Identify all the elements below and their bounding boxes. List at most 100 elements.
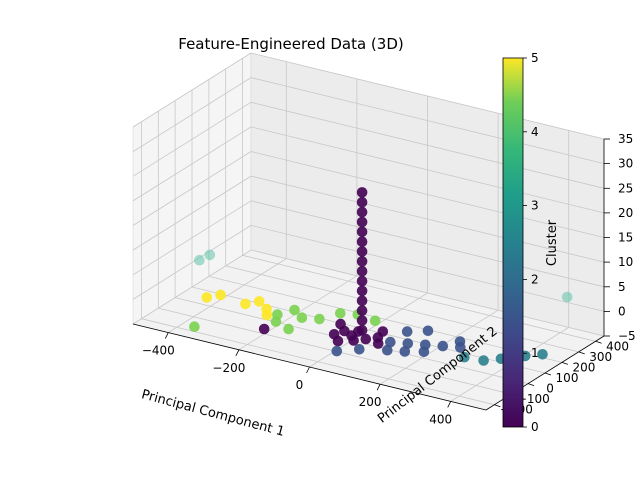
data-point	[356, 295, 368, 307]
data-point	[356, 325, 368, 336]
grid-line	[250, 126, 605, 214]
data-point	[459, 351, 470, 363]
y-tick	[578, 351, 585, 355]
z-tick-label: −5	[618, 329, 636, 343]
data-point	[332, 335, 344, 347]
y-tick-label: 400	[606, 339, 629, 353]
y-tick	[527, 383, 535, 386]
x-tick-label: 400	[429, 412, 452, 426]
y-tick-label: 0	[546, 382, 554, 396]
data-point	[194, 254, 205, 266]
grid-line	[250, 151, 605, 238]
z-tick-label: 20	[618, 206, 633, 220]
colorbar-label: Cluster	[545, 219, 560, 266]
data-point	[437, 340, 449, 352]
z-tick-label: 30	[618, 157, 633, 171]
grid-line	[132, 77, 252, 152]
data-point	[253, 296, 265, 307]
data-point	[360, 333, 372, 345]
data-point	[289, 304, 300, 316]
colorbar-tick-label: 4	[531, 125, 539, 139]
data-point	[335, 308, 346, 319]
x-tick	[235, 349, 240, 356]
y-tick	[544, 372, 552, 376]
colorbar-tick-label: 3	[531, 199, 539, 213]
data-point	[258, 323, 270, 335]
colorbar-tick-label: 2	[531, 272, 539, 286]
data-point	[356, 226, 368, 238]
z-tick-label: 25	[618, 181, 633, 195]
grid-line	[132, 126, 252, 202]
data-point	[204, 249, 216, 261]
data-point	[356, 265, 368, 277]
x-tick-label: 0	[296, 378, 304, 392]
data-point	[356, 275, 368, 287]
y-tick	[561, 362, 569, 365]
data-point	[356, 285, 368, 297]
data-point	[402, 338, 414, 349]
data-point	[401, 326, 413, 337]
data-point	[372, 338, 384, 349]
z-tick-label: 35	[618, 132, 633, 146]
data-point	[356, 305, 368, 316]
z-tick-label: 0	[618, 304, 626, 318]
data-point	[561, 291, 573, 303]
colorbar-tick-label: 0	[531, 420, 539, 434]
data-point	[399, 346, 411, 357]
grid-line	[250, 200, 605, 288]
y-tick	[494, 404, 501, 408]
data-point	[422, 325, 434, 337]
colorbar-gradient	[502, 57, 524, 428]
grid-line	[250, 249, 605, 337]
grid-line	[250, 225, 605, 312]
y-tick-label: 300	[589, 350, 612, 364]
x-tick-label: −200	[212, 361, 245, 375]
data-point	[261, 309, 273, 321]
grid-line	[132, 200, 252, 276]
x-tick	[306, 366, 310, 374]
data-point	[331, 345, 343, 357]
data-point	[356, 246, 368, 257]
data-point	[455, 342, 466, 353]
data-point	[356, 256, 368, 267]
data-point	[283, 323, 294, 335]
z-tick-label: 10	[618, 255, 633, 269]
y-tick-label: −100	[517, 392, 550, 406]
data-point	[369, 315, 381, 327]
grid-line	[250, 52, 605, 140]
data-point	[270, 316, 282, 327]
tick-labels: −400−2000200400−200−1000100200300400−505…	[142, 132, 636, 426]
grid-line	[132, 249, 252, 325]
x-tick-label: 200	[359, 395, 382, 409]
grid-line	[132, 101, 252, 177]
y-tick-label: 100	[556, 371, 579, 385]
data-point	[356, 236, 368, 247]
data-point	[418, 346, 430, 358]
data-point	[201, 292, 213, 303]
data-point	[382, 344, 393, 356]
grid-line	[132, 225, 252, 300]
grid-line	[141, 318, 495, 406]
data-point	[356, 206, 368, 218]
data-point	[356, 216, 368, 228]
data-point	[356, 197, 368, 208]
data-point	[296, 312, 308, 324]
grid-line	[132, 151, 252, 226]
data-point	[385, 336, 396, 348]
colorbar: 0 1 2 3 4 5 Cluster	[502, 51, 560, 434]
z-tick-label: 5	[618, 280, 626, 294]
data-point	[354, 344, 365, 355]
y-tick	[595, 340, 602, 344]
colorbar-tick-label: 5	[531, 51, 539, 65]
data-point	[348, 335, 359, 346]
data-points	[189, 187, 573, 366]
y-tick-label: 200	[572, 360, 595, 374]
x-tick-label: −400	[142, 344, 175, 358]
data-point	[215, 289, 226, 301]
z-tick-label: 15	[618, 231, 633, 245]
data-point	[189, 321, 200, 333]
x-axis-label: Principal Component 1	[140, 387, 286, 440]
data-point	[478, 355, 489, 366]
grid-line	[132, 175, 252, 251]
